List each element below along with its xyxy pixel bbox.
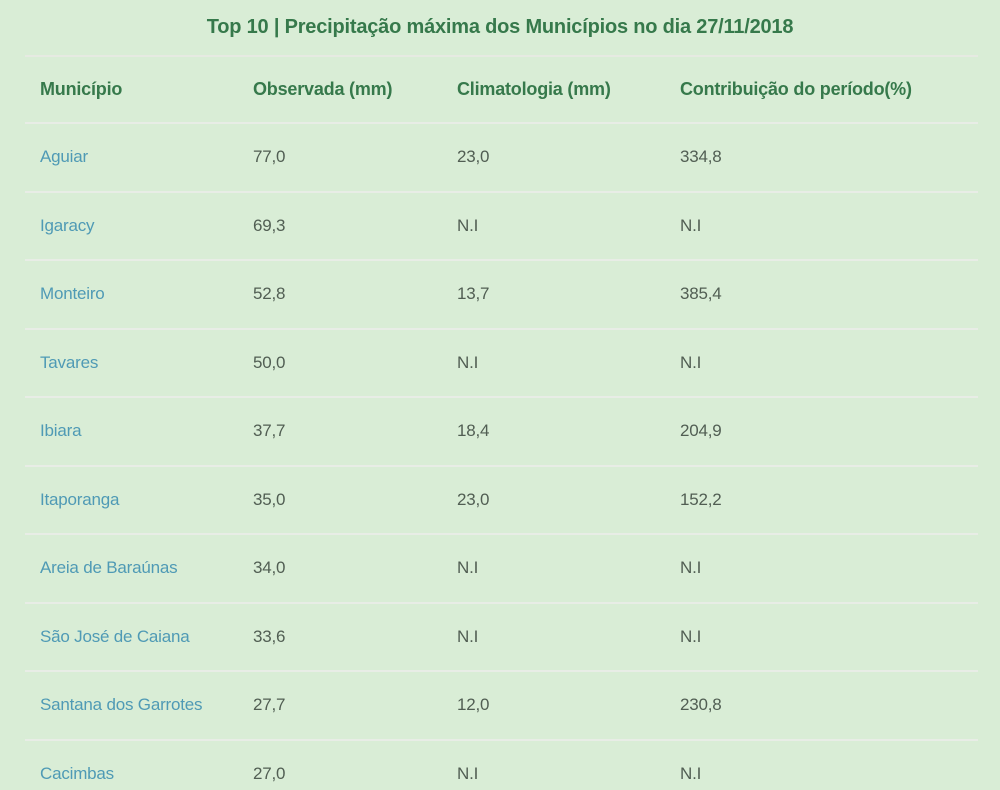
table-row: Ibiara 37,7 18,4 204,9 [25, 397, 978, 466]
municipality-link[interactable]: São José de Caiana [40, 626, 190, 646]
table-row: São José de Caiana 33,6 N.I N.I [25, 602, 978, 672]
contribuicao-value: N.I [680, 558, 702, 578]
page-title: Top 10 | Precipitação máxima dos Municíp… [206, 16, 794, 38]
observada-value: 33,6 [253, 626, 286, 646]
contribuicao-value: 230,8 [680, 695, 722, 715]
table-row: Santana dos Garrotes 27,7 12,0 230,8 [25, 671, 978, 740]
contribuicao-value: 204,9 [680, 421, 722, 441]
table-body: Aguiar 77,0 23,0 334,8 Igaracy 69,3 N.I … [25, 123, 978, 790]
climatologia-value: 18,4 [457, 421, 490, 441]
municipality-cell: Areia de Baraúnas [25, 534, 253, 603]
municipality-link[interactable]: Aguiar [40, 147, 88, 167]
observada-value: 77,0 [253, 147, 286, 167]
precipitation-table-container: Município Observada (mm) Climatologia (m… [25, 57, 978, 790]
column-header-municipio: Município [40, 79, 123, 99]
contribuicao-value: 385,4 [680, 284, 722, 304]
municipality-link[interactable]: Ibiara [40, 421, 82, 441]
table-row: Tavares 50,0 N.I N.I [25, 328, 978, 398]
observada-value: 27,0 [253, 764, 286, 784]
municipality-link[interactable]: Monteiro [40, 284, 105, 304]
climatologia-value: N.I [457, 352, 479, 372]
contribuicao-value: 152,2 [680, 489, 722, 509]
climatologia-value: 23,0 [457, 147, 490, 167]
municipality-cell: Tavares [25, 329, 253, 398]
municipality-link[interactable]: Cacimbas [40, 764, 114, 784]
table-row: Aguiar 77,0 23,0 334,8 [25, 123, 978, 192]
observada-value: 69,3 [253, 215, 286, 235]
municipality-cell: Igaracy [25, 192, 253, 261]
table-row: Areia de Baraúnas 34,0 N.I N.I [25, 534, 978, 603]
contribuicao-value: N.I [680, 626, 702, 646]
contribuicao-value: N.I [680, 352, 702, 372]
climatologia-value: 12,0 [457, 695, 490, 715]
climatologia-value: N.I [457, 764, 479, 784]
municipality-cell: Ibiara [25, 397, 253, 466]
table-header: Município Observada (mm) Climatologia (m… [25, 57, 978, 123]
municipality-link[interactable]: Itaporanga [40, 489, 120, 509]
municipality-cell: Itaporanga [25, 466, 253, 535]
municipality-cell: São José de Caiana [25, 603, 253, 672]
municipality-cell: Santana dos Garrotes [25, 671, 253, 740]
municipality-cell: Cacimbas [25, 740, 253, 790]
column-header-contribuicao: Contribuição do período(%) [680, 79, 912, 99]
table-row: Cacimbas 27,0 N.I N.I [25, 739, 978, 790]
table-row: Itaporanga 35,0 23,0 152,2 [25, 465, 978, 535]
municipality-cell: Aguiar [25, 123, 253, 192]
contribuicao-value: 334,8 [680, 147, 722, 167]
contribuicao-value: N.I [680, 764, 702, 784]
title-divider [25, 55, 978, 57]
observada-value: 35,0 [253, 489, 286, 509]
observada-value: 50,0 [253, 352, 286, 372]
municipality-link[interactable]: Igaracy [40, 215, 95, 235]
climatologia-value: 23,0 [457, 489, 490, 509]
table-row: Igaracy 69,3 N.I N.I [25, 191, 978, 261]
table-row: Monteiro 52,8 13,7 385,4 [25, 260, 978, 329]
observada-value: 52,8 [253, 284, 286, 304]
precipitation-table: Município Observada (mm) Climatologia (m… [25, 57, 978, 790]
table-title-bar: Top 10 | Precipitação máxima dos Municíp… [0, 0, 1000, 55]
column-header-observada: Observada (mm) [253, 79, 393, 99]
header-row: Município Observada (mm) Climatologia (m… [25, 57, 978, 123]
observada-value: 34,0 [253, 558, 286, 578]
climatologia-value: N.I [457, 626, 479, 646]
municipality-link[interactable]: Areia de Baraúnas [40, 558, 178, 578]
climatologia-value: 13,7 [457, 284, 490, 304]
contribuicao-value: N.I [680, 215, 702, 235]
column-header-climatologia: Climatologia (mm) [457, 79, 611, 99]
climatologia-value: N.I [457, 215, 479, 235]
municipality-cell: Monteiro [25, 260, 253, 329]
climatologia-value: N.I [457, 558, 479, 578]
observada-value: 27,7 [253, 695, 286, 715]
municipality-link[interactable]: Santana dos Garrotes [40, 695, 203, 715]
observada-value: 37,7 [253, 421, 286, 441]
municipality-link[interactable]: Tavares [40, 352, 99, 372]
